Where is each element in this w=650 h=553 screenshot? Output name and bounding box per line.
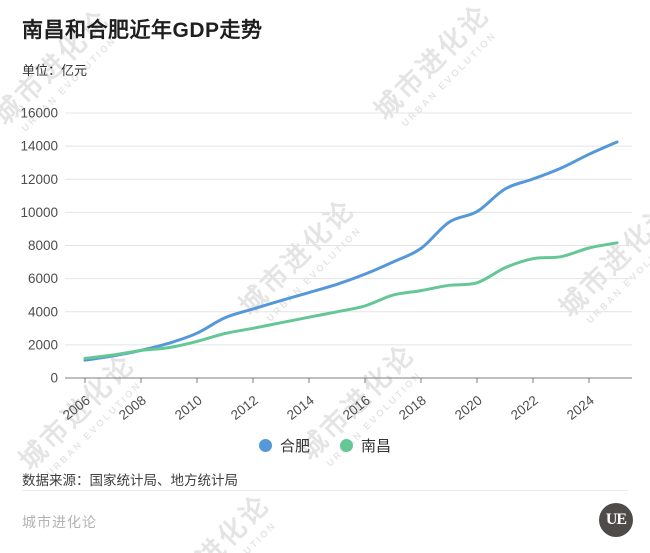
nanchang-line [83,241,619,360]
legend-label-hefei: 合肥 [279,437,310,455]
y-axis-label: 2000 [28,337,58,352]
y-axis-label: 8000 [28,238,58,253]
x-axis-label: 2022 [508,393,541,423]
chart-legend: 合肥 南昌 [0,433,650,457]
gdp-line-chart: 0 2000 4000 6000 8000 10000 12000 14000 16000 200… [20,106,632,423]
footer-brand: 城市进化论 [22,514,97,530]
chart-area: 0 2000 4000 6000 8000 10000 12000 14000 16000 200… [0,95,650,430]
x-axis-label: 2012 [228,393,261,423]
x-axis-label: 2016 [340,393,373,423]
nanchang-legend-dot-icon [340,438,353,452]
x-axis-label: 2006 [60,393,93,423]
legend-item-hefei: 合肥 [258,435,310,456]
unit-label: 单位：亿元 [22,63,88,78]
legend-item-nanchang: 南昌 [340,435,391,456]
y-axis-label: 14000 [20,139,58,154]
y-axis-label: 10000 [20,205,58,220]
x-axis-label: 2020 [452,393,485,423]
x-axis-label: 2014 [284,392,317,423]
page-title: 南昌和合肥近年GDP走势 [22,19,263,42]
x-axis-label: 2008 [116,393,149,423]
y-axis-label: 0 [50,371,58,386]
y-axis-label: 16000 [20,106,58,121]
ue-logo-icon: UE [599,503,633,537]
x-axis-label: 2010 [172,393,205,423]
data-source-note: 数据来源：国家统计局、地方统计局 [22,473,238,488]
hefei-legend-dot-icon [258,438,272,452]
x-axis-label: 2018 [396,393,429,423]
hefei-line [83,140,619,362]
x-axis-label: 2024 [564,392,597,423]
y-axis-label: 4000 [28,304,58,319]
y-axis-label: 12000 [20,172,58,187]
y-axis-label: 6000 [28,271,58,286]
legend-label-nanchang: 南昌 [361,437,392,455]
footer-divider [22,490,628,491]
